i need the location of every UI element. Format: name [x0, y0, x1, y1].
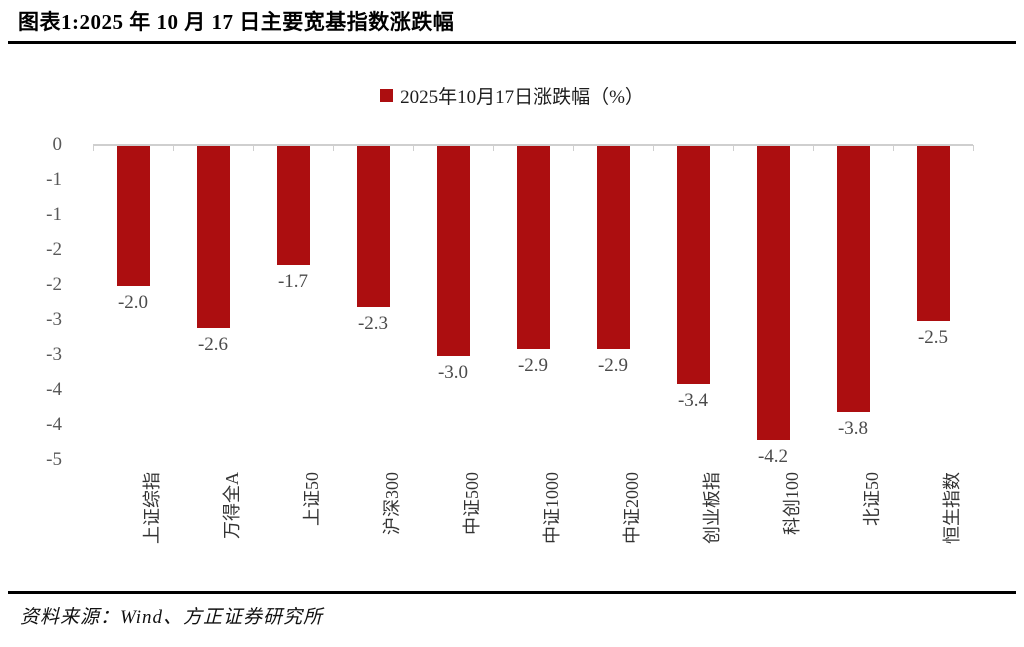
- x-axis-category-label: 恒生指数: [942, 472, 962, 544]
- y-axis-tick-label: -1: [46, 169, 62, 190]
- x-axis-tick-mark: [493, 145, 494, 151]
- y-axis-tick-label: 0: [52, 134, 63, 155]
- x-axis-line: [93, 144, 973, 146]
- x-axis-category-label: 中证500: [462, 472, 482, 535]
- x-axis-category-label: 上证综指: [142, 472, 162, 544]
- x-axis-category-label: 万得全A: [222, 472, 242, 539]
- x-axis-tick-mark: [653, 145, 654, 151]
- bar-北证50: [836, 146, 870, 412]
- title-divider: [8, 41, 1016, 44]
- x-axis-tick-mark: [413, 145, 414, 151]
- bar-value-label: -2.3: [357, 313, 389, 334]
- bar-value-label: -4.2: [757, 446, 789, 467]
- x-axis-tick-mark: [573, 145, 574, 151]
- y-axis-tick-label: -2: [46, 274, 62, 295]
- x-axis-tick-mark: [733, 145, 734, 151]
- y-axis-tick-label: -2: [46, 239, 62, 260]
- bar-中证2000: [596, 146, 630, 349]
- legend-label: 2025年10月17日涨跌幅（%）: [400, 87, 644, 108]
- x-axis-tick-mark: [253, 145, 254, 151]
- y-axis-tick-label: -4: [46, 379, 62, 400]
- bar-value-label: -2.9: [517, 355, 549, 376]
- bar-value-label: -2.6: [197, 334, 229, 355]
- bar-value-label: -1.7: [277, 271, 309, 292]
- x-axis-tick-mark: [333, 145, 334, 151]
- x-axis-tick-mark: [893, 145, 894, 151]
- bar-创业板指: [676, 146, 710, 384]
- y-axis-tick-label: -4: [46, 414, 62, 435]
- x-axis-category-label: 中证1000: [542, 472, 562, 544]
- x-axis-tick-mark: [173, 145, 174, 151]
- bar-科创100: [756, 146, 790, 440]
- footer-divider: [8, 591, 1016, 594]
- y-axis-tick-label: -1: [46, 204, 62, 225]
- bar-value-label: -3.8: [837, 418, 869, 439]
- bar-value-label: -3.4: [677, 390, 709, 411]
- bar-上证综指: [116, 146, 150, 286]
- bar-value-label: -2.9: [597, 355, 629, 376]
- bar-value-label: -2.5: [917, 327, 949, 348]
- x-axis-category-label: 创业板指: [702, 472, 722, 544]
- bar-value-label: -3.0: [437, 362, 469, 383]
- x-axis-category-label: 沪深300: [382, 472, 402, 535]
- bar-恒生指数: [916, 146, 950, 321]
- x-axis-tick-mark: [93, 145, 94, 151]
- x-axis-category-label: 中证2000: [622, 472, 642, 544]
- x-axis-category-label: 科创100: [782, 472, 802, 535]
- y-axis-tick-label: -5: [46, 449, 62, 470]
- x-axis-category-label: 北证50: [862, 472, 882, 526]
- chart-title: 图表1:2025 年 10 月 17 日主要宽基指数涨跌幅: [18, 10, 455, 34]
- y-axis-tick-label: -3: [46, 344, 62, 365]
- bar-上证50: [276, 146, 310, 265]
- source-note: 资料来源：Wind、方正证券研究所: [20, 607, 324, 628]
- bar-中证500: [436, 146, 470, 356]
- x-axis-tick-mark: [973, 145, 974, 151]
- bar-万得全A: [196, 146, 230, 328]
- bar-沪深300: [356, 146, 390, 307]
- bar-value-label: -2.0: [117, 292, 149, 313]
- chart-legend: 2025年10月17日涨跌幅（%）: [0, 82, 1024, 109]
- legend-swatch-icon: [380, 89, 394, 102]
- y-axis-tick-label: -3: [46, 309, 62, 330]
- x-axis-tick-mark: [813, 145, 814, 151]
- bar-中证1000: [516, 146, 550, 349]
- x-axis-category-label: 上证50: [302, 472, 322, 526]
